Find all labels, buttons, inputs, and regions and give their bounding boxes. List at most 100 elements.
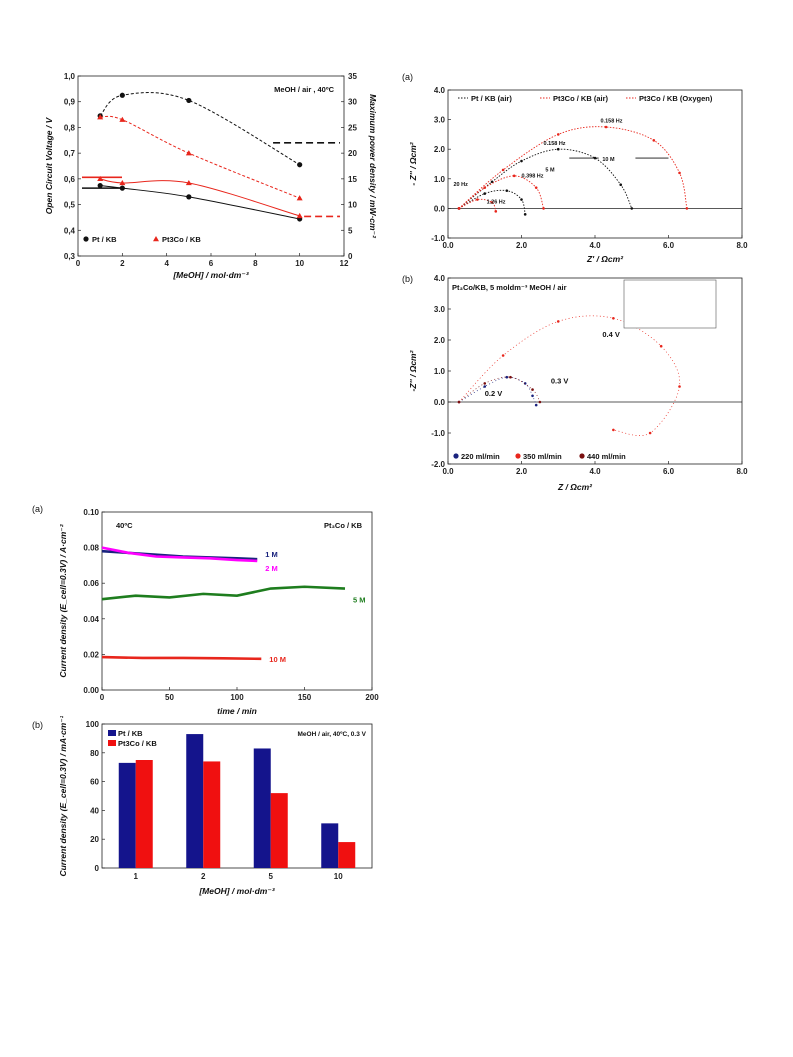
data-point	[119, 92, 125, 98]
data-point	[678, 171, 681, 175]
x-axis-label: time / min	[217, 706, 257, 716]
y-tick-label: 1,0	[64, 72, 76, 81]
y-tick-label: 0,8	[64, 123, 76, 132]
legend-label: Pt / KB	[92, 235, 117, 244]
x-axis-label: [MeOH] / mol·dm⁻³	[198, 886, 275, 896]
series-line	[458, 126, 688, 209]
chart-title: Pt₃Co/KB, 5 moldm⁻³ MeOH / air	[452, 283, 567, 292]
annotation: 5 M	[545, 167, 555, 173]
data-point	[505, 189, 509, 192]
x-tick-label: 8.0	[736, 467, 748, 476]
y-tick-label: 4.0	[434, 86, 446, 95]
y-tick-label: -1.0	[431, 234, 445, 243]
y-tick-label: 3.0	[434, 305, 446, 314]
data-point	[483, 186, 487, 189]
x-tick-label: 6.0	[663, 241, 675, 250]
annotation: 10 M	[602, 157, 615, 163]
y-tick-label: 0,7	[64, 149, 76, 158]
data-point	[556, 320, 560, 323]
data-point	[490, 180, 494, 184]
data-point	[97, 114, 104, 120]
series-line	[99, 92, 300, 166]
data-point	[534, 186, 538, 189]
y-tick-label: 0.06	[83, 579, 99, 588]
series-label: 5 M	[353, 596, 366, 605]
y-tick-label: 3.0	[434, 116, 446, 125]
legend-label: Pt / KB	[118, 729, 143, 738]
legend-label: 350 ml/min	[523, 452, 562, 461]
y-tick-label: 2.0	[434, 145, 446, 154]
y-tick-label: 40	[90, 806, 99, 815]
annotation: 0.2 V	[485, 389, 503, 398]
y2-tick-label: 15	[348, 175, 357, 184]
y-tick-label: 0.0	[434, 398, 446, 407]
x-tick-label: 2.0	[516, 241, 528, 250]
legend-swatch	[108, 740, 116, 746]
data-point	[483, 385, 487, 388]
data-point	[185, 179, 192, 186]
x-tick-label: 4.0	[589, 467, 601, 476]
data-point	[501, 354, 505, 357]
annotation: 0.4 V	[602, 330, 620, 339]
chart-subtitle: Pt₃Co / KB	[324, 521, 363, 530]
data-point	[476, 198, 479, 201]
ocv-chart-panel: 0 2 4 6 8 10 12 0,3 0,4 0,5 0,6 0,7 0,8 0,9 1,0 0 5 10 15 2…	[40, 62, 380, 282]
data-point	[604, 125, 608, 129]
data-point	[556, 133, 560, 136]
y-tick-label: 0.00	[83, 686, 99, 695]
legend-label: Pt3Co / KB (air)	[553, 94, 609, 103]
data-point	[509, 375, 512, 379]
annotation: 0.158 Hz	[601, 119, 623, 125]
plot-frame	[447, 89, 743, 239]
data-point	[678, 385, 681, 388]
legend-swatch	[108, 730, 116, 736]
y2-axis-label: Maximum power density / mW·cm⁻²	[368, 94, 378, 239]
data-point	[520, 159, 523, 163]
y-tick-label: 0.08	[83, 544, 99, 553]
annotation: 0.158 Hz	[544, 141, 566, 147]
data-point	[534, 403, 538, 407]
x-tick-label: 4.0	[589, 241, 601, 250]
y2-tick-label: 30	[348, 98, 357, 107]
eis-b-panel: 0.0 2.0 4.0 6.0 8.0 -2.0 -1.0 0.0 1.0 2.0 3.0 4.0 Pt…	[400, 268, 750, 493]
x-axis-label: [MeOH] / mol·dm⁻³	[172, 270, 249, 280]
annotation: 0.398 Hz	[522, 173, 544, 179]
data-point	[457, 207, 461, 210]
series-label: 1 M	[265, 550, 278, 559]
x-tick-label: 0	[76, 259, 81, 268]
y-tick-label: 1.0	[434, 367, 446, 376]
series-line	[100, 185, 300, 220]
series-line	[101, 546, 258, 563]
data-point	[97, 182, 103, 189]
bar	[203, 761, 221, 868]
bar	[338, 842, 356, 868]
data-point	[612, 428, 615, 432]
legend-label: Pt3Co / KB	[162, 235, 201, 244]
panel-label: (b)	[32, 720, 43, 730]
legend-marker	[453, 453, 459, 459]
x-tick-label: 5	[269, 872, 274, 881]
y-tick-label: 0.0	[434, 204, 446, 213]
y-tick-label: 0.04	[83, 615, 99, 624]
data-point	[523, 213, 527, 216]
bar	[321, 823, 339, 868]
data-point	[119, 179, 126, 186]
chart-title: MeOH / air , 40ºC	[274, 85, 334, 94]
x-tick-label: 100	[230, 693, 244, 702]
legend-marker	[153, 236, 159, 242]
data-point	[185, 150, 192, 156]
series-line	[101, 585, 346, 601]
x-tick-label: 1	[134, 872, 139, 881]
data-point	[483, 192, 487, 195]
inset-frame	[623, 279, 717, 329]
legend-marker	[83, 236, 89, 242]
x-tick-label: 0.0	[442, 467, 454, 476]
y-tick-label: 0.10	[83, 508, 99, 517]
bar	[186, 734, 204, 868]
x-tick-label: 10	[334, 872, 343, 881]
data-point	[630, 207, 634, 210]
y-tick-label: 1.0	[434, 175, 446, 184]
y-axis-label: Current density (E_cell=0.3V) / mA·cm⁻²	[58, 716, 68, 877]
data-point	[505, 375, 509, 379]
